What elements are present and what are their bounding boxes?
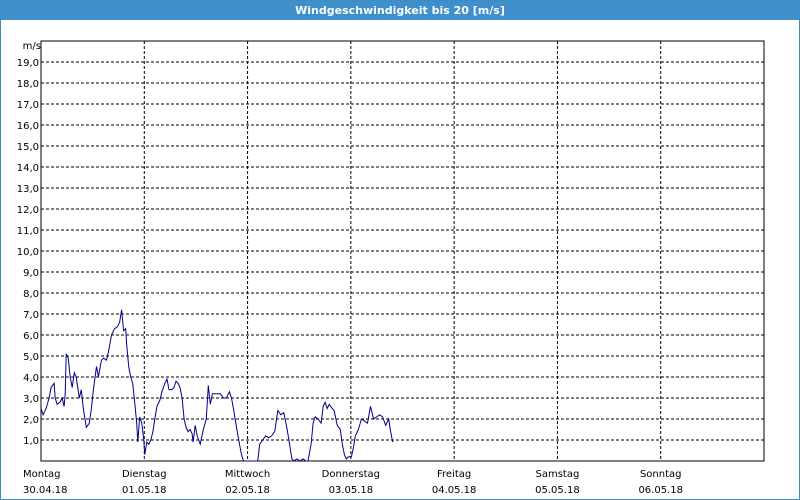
x-tick-day: Samstag [536,469,580,480]
y-tick-label: 13,0 [17,184,39,195]
y-tick-label: 11,0 [17,226,39,237]
x-tick-day: Donnerstag [322,469,380,480]
y-tick-label: 5,0 [23,352,39,363]
x-tick-date: 06.05.18 [638,485,683,496]
x-tick-date: 01.05.18 [122,485,167,496]
y-tick-label: 3,0 [23,394,39,405]
x-tick-date: 04.05.18 [432,485,477,496]
y-tick-label: 10,0 [17,247,39,258]
y-tick-label: 14,0 [17,163,39,174]
chart-title: Windgeschwindigkeit bis 20 [m/s] [1,1,799,20]
x-tick-date: 30.04.18 [23,485,68,496]
grid-layer [41,41,764,461]
x-tick-date: 05.05.18 [535,485,580,496]
x-tick-day: Montag [23,469,60,480]
y-axis-unit: m/s [23,41,41,52]
series-layer [40,309,394,462]
x-tick-day: Dienstag [122,469,167,480]
y-tick-label: 9,0 [23,268,39,279]
y-tick-label: 2,0 [23,415,39,426]
y-tick-label: 16,0 [17,121,39,132]
y-tick-label: 4,0 [23,373,39,384]
y-tick-label: 19,0 [17,58,39,69]
x-tick-day: Mittwoch [225,469,270,480]
x-tick-day: Sonntag [640,469,682,480]
y-tick-labels: 1,0 2,0 3,0 4,0 5,0 6,0 7,0 8,0 9,0 10,0 11,0 12,0 1… [17,58,39,447]
y-tick-label: 6,0 [23,331,39,342]
y-tick-label: 1,0 [23,436,39,447]
x-tick-date: 03.05.18 [329,485,374,496]
x-tick-date: 02.05.18 [225,485,270,496]
x-tick-labels: Montag 30.04.18 Dienstag 01.05.18 Mittwoch 02… [23,469,683,496]
y-tick-label: 8,0 [23,289,39,300]
y-tick-label: 7,0 [23,310,39,321]
y-tick-label: 18,0 [17,79,39,90]
y-tick-label: 17,0 [17,100,39,111]
y-tick-label: 15,0 [17,142,39,153]
x-tick-day: Freitag [437,469,471,480]
plot-border [40,40,765,462]
y-tick-label: 12,0 [17,205,39,216]
series-line [40,309,394,462]
